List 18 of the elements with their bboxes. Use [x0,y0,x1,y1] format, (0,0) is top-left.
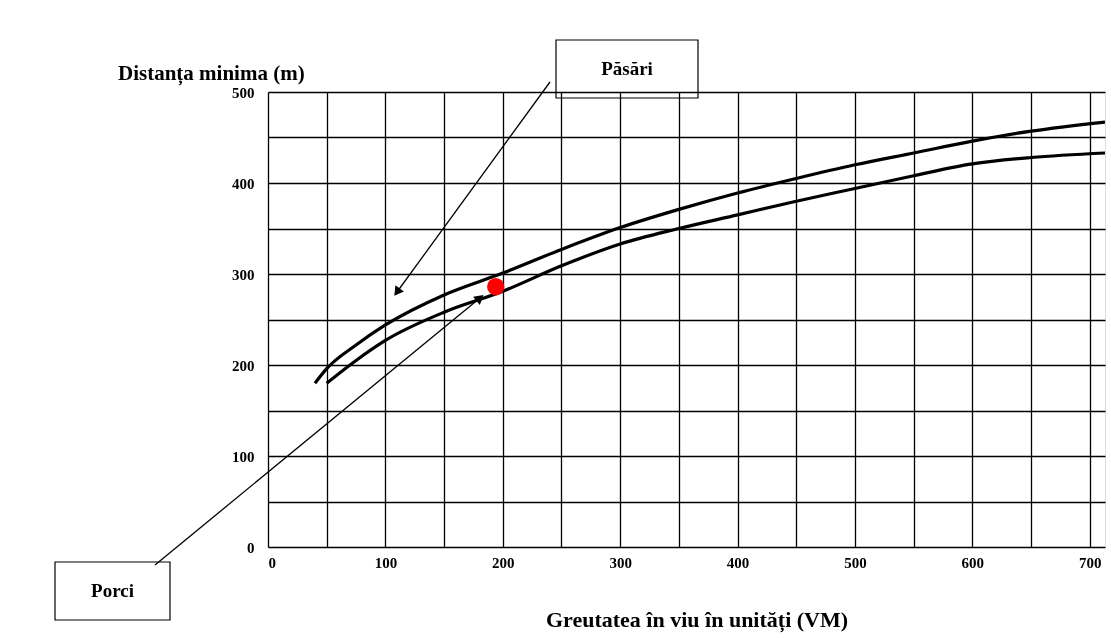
y-tick-label: 200 [232,357,255,374]
y-tick-label: 100 [232,448,255,465]
x-tick-label: 600 [961,554,985,571]
y-tick-label: 500 [232,84,255,101]
x-tick-label: 300 [609,554,632,571]
x-tick-label: 0 [268,554,276,571]
x-axis-title: Greutatea în viu în unități (VM) [545,607,849,633]
y-tick-label: 0 [247,539,255,556]
x-tick-label: 500 [844,554,867,571]
y-tick-label: 300 [232,266,255,283]
x-tick-label: 200 [492,554,515,571]
x-tick-label: 100 [374,554,398,571]
text: Porci [91,580,134,601]
y-tick-label: 400 [232,175,255,192]
y-axis-title: Distanța minima (m) [118,61,305,86]
x-tick-label: 400 [726,554,750,571]
x-tick-label: 700 [1078,554,1102,571]
text: Păsări [601,58,653,79]
